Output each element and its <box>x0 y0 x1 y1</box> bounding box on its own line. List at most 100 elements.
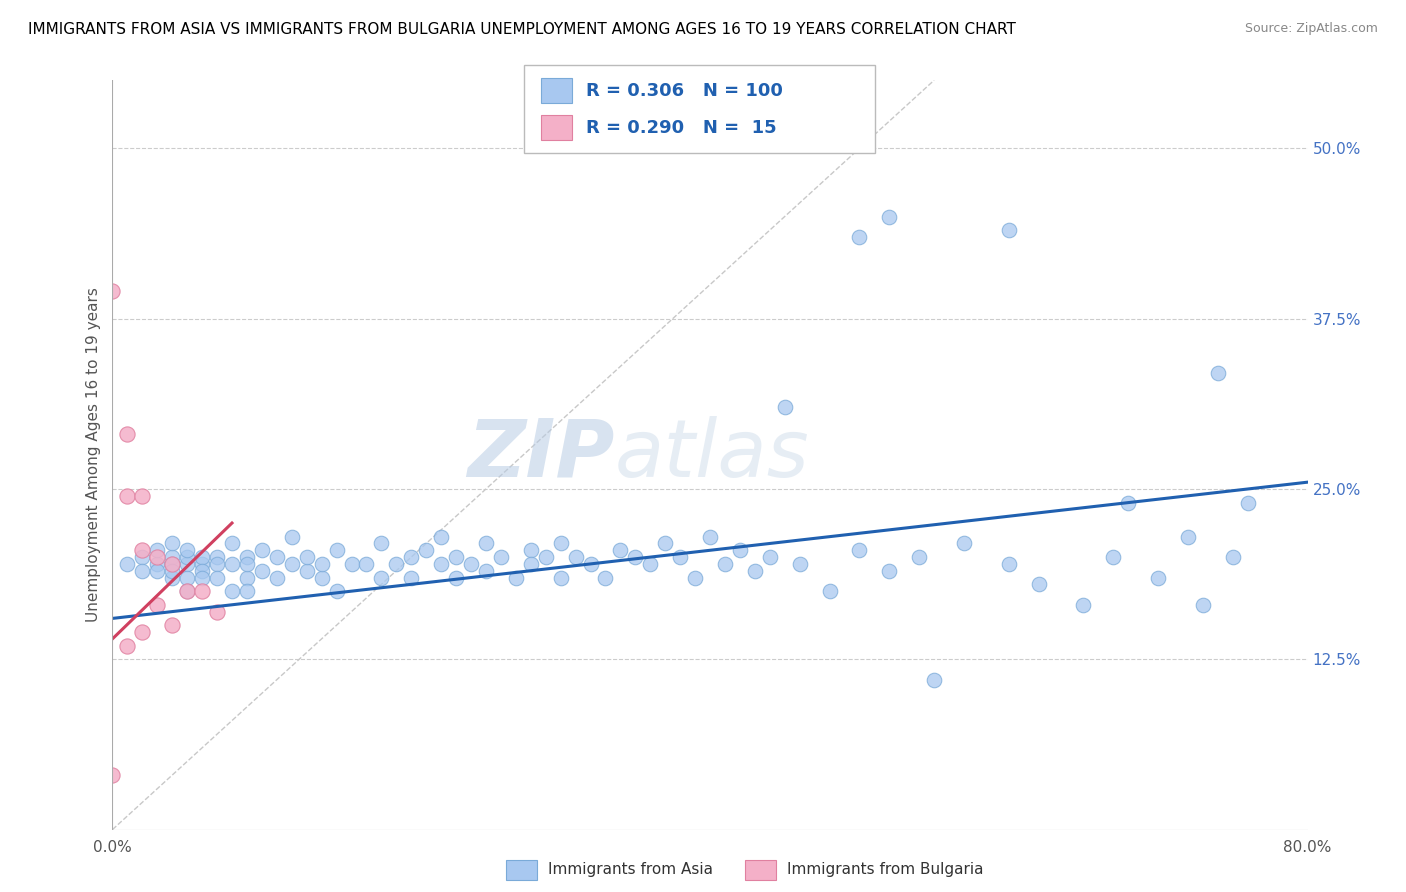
Point <box>162 536 183 550</box>
Point <box>879 564 901 578</box>
Point <box>773 401 796 415</box>
Point <box>205 605 228 619</box>
Point <box>370 536 392 550</box>
Point <box>146 550 169 565</box>
Point <box>117 427 139 442</box>
Point <box>191 557 214 571</box>
Point <box>250 543 273 558</box>
Point <box>505 570 527 584</box>
Point <box>534 550 557 565</box>
Point <box>460 557 482 571</box>
Point <box>162 570 183 584</box>
Point <box>205 570 228 584</box>
Point <box>401 550 423 565</box>
Point <box>1206 366 1229 380</box>
Point <box>176 584 198 599</box>
Point <box>1147 570 1170 584</box>
Point <box>683 570 706 584</box>
Point <box>266 550 288 565</box>
Point <box>101 768 124 782</box>
Point <box>430 557 453 571</box>
Point <box>520 543 543 558</box>
Point <box>221 584 243 599</box>
Point <box>444 570 467 584</box>
Point <box>550 570 572 584</box>
Point <box>609 543 631 558</box>
Point <box>117 639 139 653</box>
Point <box>176 543 198 558</box>
Point <box>1028 577 1050 591</box>
Point <box>311 570 333 584</box>
Point <box>205 550 228 565</box>
Point <box>475 536 498 550</box>
Point <box>191 550 214 565</box>
Point <box>146 543 169 558</box>
Text: Immigrants from Bulgaria: Immigrants from Bulgaria <box>787 863 984 877</box>
Point <box>728 543 751 558</box>
Point <box>176 557 198 571</box>
Point <box>266 570 288 584</box>
Point <box>385 557 408 571</box>
Point <box>162 564 183 578</box>
Point <box>475 564 498 578</box>
Point <box>489 550 512 565</box>
Point <box>1237 495 1260 509</box>
Point <box>879 210 901 224</box>
Point <box>236 584 259 599</box>
Point <box>176 584 198 599</box>
Point <box>176 570 198 584</box>
Point <box>1177 530 1199 544</box>
Text: R = 0.290   N =  15: R = 0.290 N = 15 <box>586 119 778 136</box>
Point <box>101 285 124 299</box>
Point <box>579 557 602 571</box>
Point <box>131 543 153 558</box>
Point <box>205 557 228 571</box>
Point <box>325 584 347 599</box>
Text: Source: ZipAtlas.com: Source: ZipAtlas.com <box>1244 22 1378 36</box>
Point <box>922 673 945 687</box>
Point <box>789 557 811 571</box>
Point <box>744 564 766 578</box>
Point <box>908 550 931 565</box>
Text: Immigrants from Asia: Immigrants from Asia <box>548 863 713 877</box>
Point <box>848 230 870 244</box>
Point <box>848 543 870 558</box>
Point <box>1073 598 1095 612</box>
Point <box>221 536 243 550</box>
Point <box>236 557 259 571</box>
Text: IMMIGRANTS FROM ASIA VS IMMIGRANTS FROM BULGARIA UNEMPLOYMENT AMONG AGES 16 TO 1: IMMIGRANTS FROM ASIA VS IMMIGRANTS FROM … <box>28 22 1017 37</box>
Point <box>356 557 378 571</box>
Point <box>640 557 662 571</box>
Point <box>564 550 586 565</box>
Point <box>818 584 841 599</box>
Point <box>759 550 782 565</box>
Point <box>131 489 153 503</box>
Point <box>714 557 737 571</box>
Point <box>146 557 169 571</box>
Point <box>1118 495 1140 509</box>
Point <box>162 557 183 571</box>
Text: atlas: atlas <box>614 416 810 494</box>
Point <box>176 550 198 565</box>
Point <box>250 564 273 578</box>
Point <box>595 570 617 584</box>
Point <box>162 618 183 632</box>
Point <box>191 570 214 584</box>
Point <box>311 557 333 571</box>
Point <box>444 550 467 565</box>
Point <box>236 550 259 565</box>
Point <box>117 557 139 571</box>
Point <box>295 564 318 578</box>
Point <box>191 564 214 578</box>
Point <box>1102 550 1125 565</box>
Point <box>624 550 647 565</box>
Point <box>325 543 347 558</box>
Point <box>131 625 153 640</box>
Point <box>131 564 153 578</box>
Point <box>669 550 692 565</box>
Y-axis label: Unemployment Among Ages 16 to 19 years: Unemployment Among Ages 16 to 19 years <box>86 287 101 623</box>
Point <box>430 530 453 544</box>
Point <box>1222 550 1244 565</box>
Point <box>520 557 543 571</box>
Point <box>998 557 1021 571</box>
